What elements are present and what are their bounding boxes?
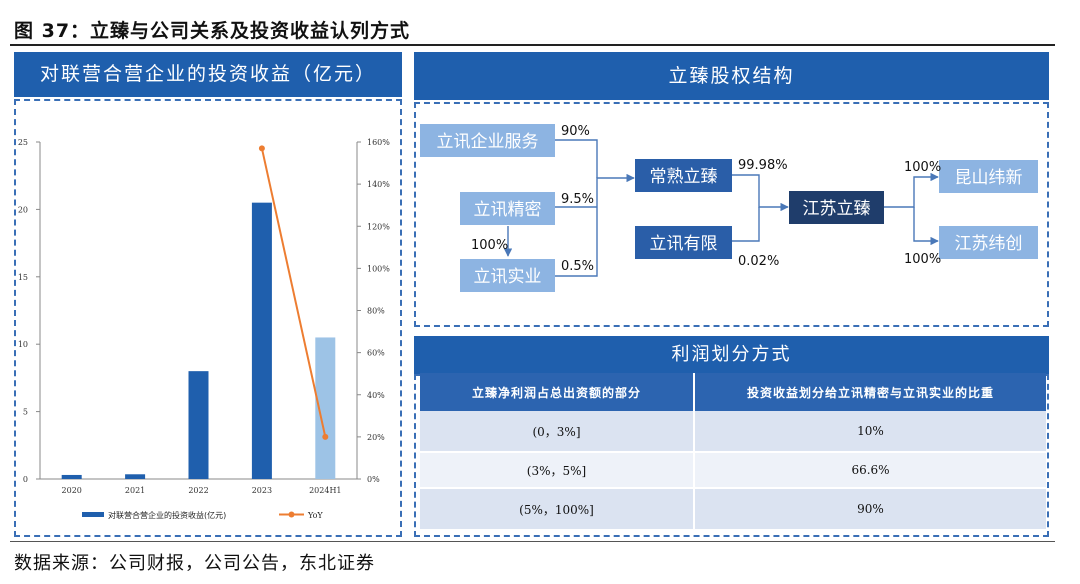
- svg-text:江苏纬创: 江苏纬创: [955, 234, 1023, 254]
- table-row: (5%，100%] 90%: [420, 489, 1046, 529]
- node-jiangsu-wc: 江苏纬创: [939, 226, 1038, 259]
- table-header: 立臻净利润占总出资额的部分: [420, 373, 693, 411]
- bar: [188, 371, 209, 479]
- right-tick-label: 80%: [367, 307, 385, 316]
- edge-label-0-02: 0.02%: [738, 254, 779, 269]
- edge-label-100-shiye: 100%: [471, 238, 508, 253]
- left-tick-label: 0: [23, 475, 28, 484]
- svg-text:昆山纬新: 昆山纬新: [955, 168, 1023, 188]
- table-cell: (3%，5%]: [420, 451, 693, 489]
- right-tick-label: 120%: [367, 222, 390, 231]
- right-tick-label: 140%: [367, 180, 390, 189]
- bottom-rule: [10, 541, 1055, 542]
- yoy-point: [322, 433, 329, 440]
- right-tick-label: 20%: [367, 433, 385, 442]
- table-cell: (0，3%]: [420, 411, 693, 451]
- profit-table: 立臻净利润占总出资额的部分 投资收益划分给立讯精密与立讯实业的比重 (0，3%]…: [420, 373, 1046, 529]
- x-tick-label: 2020: [62, 486, 82, 495]
- chart-bars: [61, 202, 336, 479]
- svg-text:立讯有限: 立讯有限: [650, 234, 718, 254]
- chart-panel-title: 对联营合营企业的投资收益（亿元）: [14, 52, 402, 97]
- chart-legend: 对联营合营企业的投资收益(亿元) YoY: [82, 510, 323, 520]
- svg-text:常熟立臻: 常熟立臻: [650, 166, 718, 187]
- table-cell: 10%: [693, 411, 1046, 451]
- edge-label-0-5: 0.5%: [561, 259, 594, 274]
- left-tick-label: 25: [18, 138, 28, 147]
- edge-label-90: 90%: [561, 124, 590, 139]
- right-tick-label: 160%: [367, 138, 390, 147]
- legend-bar-label: 对联营合营企业的投资收益(亿元): [108, 510, 226, 520]
- node-kunshan: 昆山纬新: [939, 160, 1038, 193]
- table-row: (0，3%] 10%: [420, 411, 1046, 451]
- right-tick-label: 0%: [367, 475, 380, 484]
- node-lx-shiye: 立讯实业: [460, 259, 555, 292]
- top-rule: [10, 44, 1055, 46]
- table-cell: (5%，100%]: [420, 489, 693, 529]
- left-tick-label: 20: [18, 205, 28, 214]
- node-changshu: 常熟立臻: [635, 159, 732, 192]
- x-tick-label: 2022: [188, 486, 208, 495]
- yoy-line: [260, 148, 327, 438]
- chart-yoy-line: [258, 145, 329, 440]
- right-tick-label: 60%: [367, 349, 385, 358]
- legend-line-marker: [288, 511, 295, 518]
- yoy-point: [258, 145, 265, 152]
- bar: [251, 202, 272, 479]
- x-tick-label: 2021: [125, 486, 145, 495]
- legend-bar-swatch: [82, 512, 104, 517]
- table-header: 投资收益划分给立讯精密与立讯实业的比重: [693, 373, 1046, 411]
- edge-label-99-98: 99.98%: [738, 158, 788, 173]
- table-row: (3%，5%] 66.6%: [420, 451, 1046, 489]
- left-tick-label: 15: [18, 273, 28, 282]
- svg-text:立讯精密: 立讯精密: [474, 200, 542, 220]
- investment-income-chart: 0 5 10 15 20 25 0% 20% 40% 60% 80% 100% 120% 140% 160%…: [18, 138, 390, 520]
- x-tick-label: 2024H1: [309, 486, 341, 495]
- figure-title: 图 37：立臻与公司关系及投资收益认列方式: [14, 20, 411, 42]
- chart-panel-frame: [14, 99, 402, 537]
- right-tick-label: 40%: [367, 391, 385, 400]
- bar: [125, 474, 146, 479]
- left-tick-label: 5: [23, 408, 28, 417]
- structure-panel-frame: [414, 102, 1049, 327]
- x-tick-label: 2023: [252, 486, 272, 495]
- table-cell: 90%: [693, 489, 1046, 529]
- node-lx-jingmi: 立讯精密: [460, 192, 555, 225]
- structure-panel-title: 立臻股权结构: [414, 52, 1049, 100]
- profit-panel-title: 利润划分方式: [414, 336, 1049, 374]
- equity-structure-diagram: 立讯企业服务 立讯精密 立讯实业 常熟立臻 立讯有限 江苏立臻 昆山纬新 江苏纬…: [420, 124, 1038, 292]
- table-cell: 66.6%: [693, 451, 1046, 489]
- left-tick-label: 10: [18, 340, 28, 349]
- source-note: 数据来源：公司财报，公司公告，东北证券: [14, 553, 375, 574]
- legend-line-label: YoY: [307, 511, 323, 520]
- chart-tick-labels: 0 5 10 15 20 25 0% 20% 40% 60% 80% 100% 120% 140% 160%…: [18, 138, 390, 495]
- node-jiangsu: 江苏立臻: [789, 191, 884, 224]
- svg-text:立讯企业服务: 立讯企业服务: [437, 132, 539, 152]
- edge-label-9-5: 9.5%: [561, 192, 594, 207]
- svg-text:江苏立臻: 江苏立臻: [803, 199, 871, 219]
- edge-label-100-kunshan: 100%: [904, 160, 941, 175]
- node-lx-youxian: 立讯有限: [635, 226, 732, 259]
- bar: [61, 474, 82, 479]
- bar: [315, 337, 336, 479]
- node-lx-service: 立讯企业服务: [420, 124, 555, 157]
- right-tick-label: 100%: [367, 264, 390, 273]
- svg-text:立讯实业: 立讯实业: [474, 267, 542, 287]
- edge-label-100-jiangsu-wc: 100%: [904, 252, 941, 267]
